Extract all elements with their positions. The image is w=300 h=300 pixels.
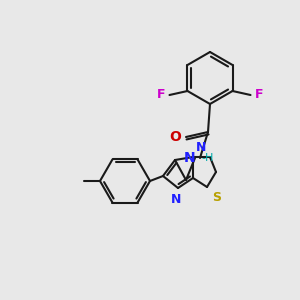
Text: O: O bbox=[169, 130, 181, 144]
Text: F: F bbox=[254, 88, 263, 101]
Text: -H: -H bbox=[201, 153, 213, 163]
Text: N: N bbox=[183, 151, 195, 165]
Text: S: S bbox=[212, 191, 221, 204]
Text: N: N bbox=[171, 193, 181, 206]
Text: N: N bbox=[196, 141, 206, 154]
Text: F: F bbox=[157, 88, 166, 101]
